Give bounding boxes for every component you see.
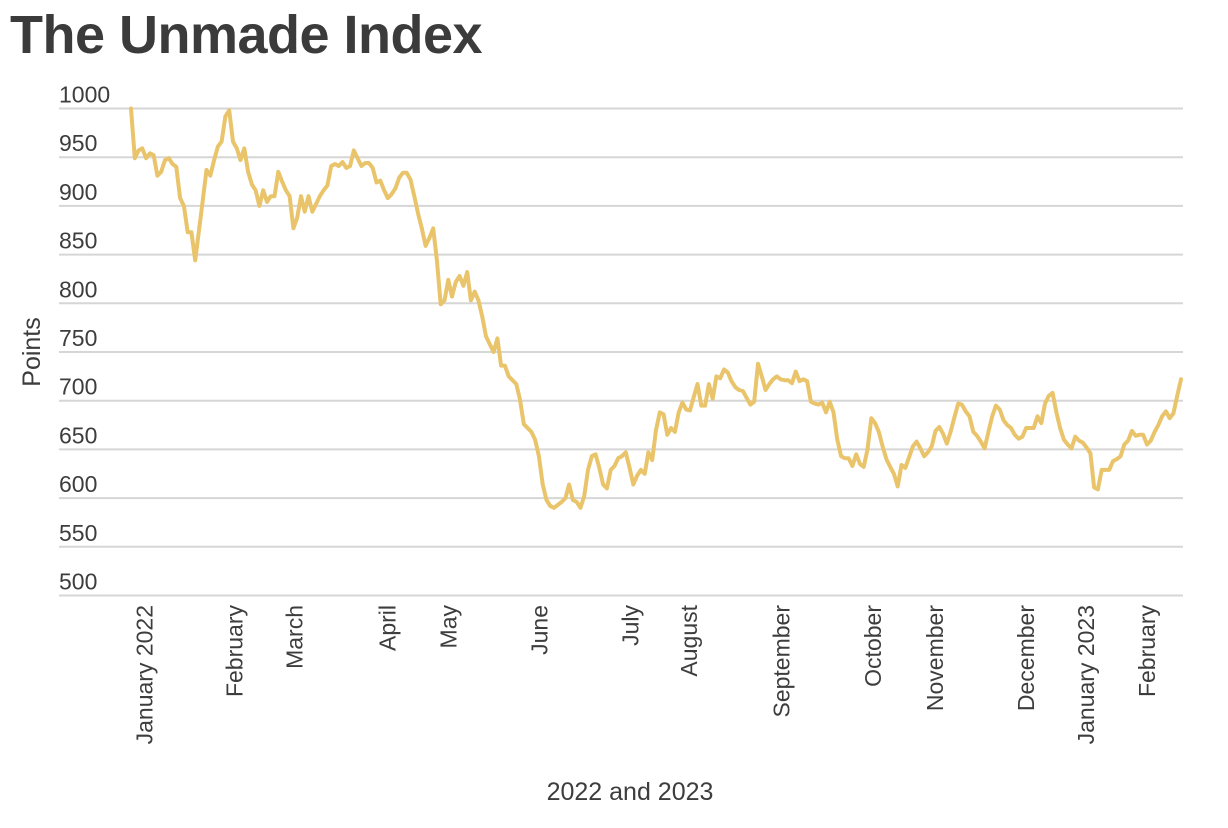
y-tick-label: 950 [59,130,97,156]
y-axis-ticks: 1000 950 900 850 800 750 700 650 600 550 500 [59,82,110,595]
x-tick-label: February [1134,605,1160,698]
x-axis-label: 2022 and 2023 [547,778,714,806]
x-tick-label: April [374,605,400,651]
x-axis-ticks: January 2022 February March April May June Jul… [132,604,1160,744]
y-tick-label: 600 [59,471,97,497]
x-tick-label: January 2023 [1073,605,1099,744]
y-tick-label: 850 [59,228,97,254]
y-tick-label: 650 [59,422,97,448]
chart-title: The Unmade Index [10,5,483,65]
x-tick-label: October [860,605,886,687]
x-tick-label: May [435,605,461,649]
y-tick-label: 750 [59,325,97,351]
x-tick-label: November [922,605,948,711]
x-tick-label: September [768,605,794,718]
x-tick-label: August [676,604,702,676]
y-tick-label: 1000 [59,82,110,108]
x-tick-label: July [617,605,643,646]
x-tick-label: June [526,605,552,655]
x-tick-label: February [221,605,247,698]
y-tick-label: 900 [59,179,97,205]
y-tick-label: 700 [59,374,97,400]
x-tick-label: January 2022 [132,605,158,744]
gridlines [59,107,1183,597]
y-tick-label: 550 [59,520,97,546]
series-line [129,106,1183,510]
y-tick-label: 500 [59,569,97,595]
y-axis-label: Points [18,317,46,386]
x-tick-label: March [282,605,308,669]
x-tick-label: December [1013,605,1039,711]
y-tick-label: 800 [59,276,97,302]
